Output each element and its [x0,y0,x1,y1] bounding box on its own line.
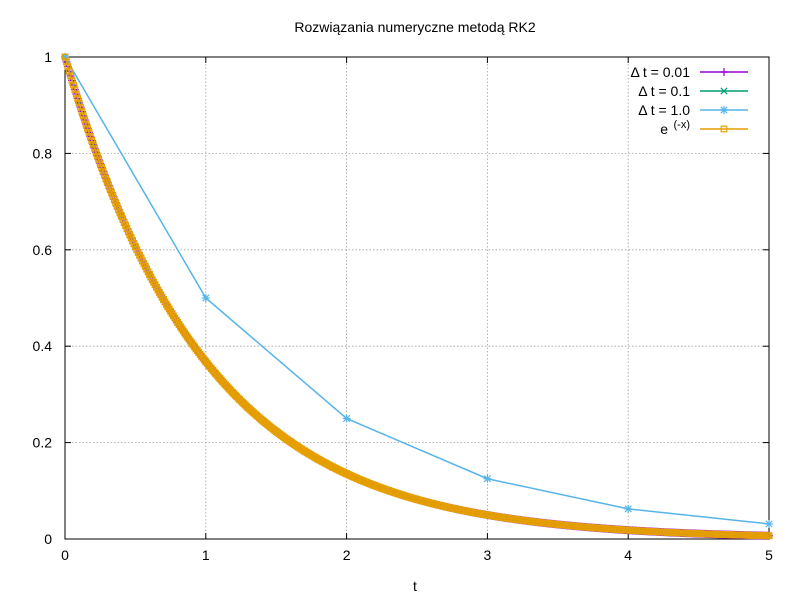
x-tick-label: 2 [343,547,351,563]
data-point [84,124,91,132]
legend-marker [720,68,728,76]
data-point [98,163,106,171]
data-point [102,174,110,182]
data-point [105,182,113,189]
data-point [68,77,76,84]
x-axis-label: t [413,578,417,594]
data-point [93,152,101,160]
data-point [65,67,73,75]
x-tick-label: 0 [61,547,69,563]
legend-label: Δ t = 0.1 [638,83,690,99]
data-point [75,99,83,107]
data-point [103,178,111,186]
data-point [61,53,69,61]
legend-marker [720,87,728,95]
y-tick-label: 0.4 [33,338,53,354]
data-point [91,144,98,152]
data-point [92,148,100,156]
x-tick-label: 4 [624,547,632,563]
data-point [99,167,107,175]
data-point [765,519,773,528]
data-point [96,160,104,168]
legend-marker [720,106,728,114]
data-point [624,504,633,513]
data-point [78,108,86,115]
data-point [72,90,80,98]
legend-label: e [660,121,668,137]
data-point [74,95,82,102]
data-point [88,137,96,144]
data-point [79,112,87,120]
data-point [108,189,115,196]
chart-title: Rozwiązania numeryczne metodą RK2 [294,19,535,35]
data-point [64,63,72,70]
y-tick-label: 0.6 [33,242,53,258]
plot-frame [64,56,770,540]
data-point [95,156,103,164]
data-point [86,132,94,140]
series-line [64,56,770,525]
data-point [109,192,117,200]
data-point [85,128,93,136]
data-point [765,532,773,540]
x-tick-label: 5 [765,547,773,563]
data-point [483,474,492,483]
data-point [63,58,70,66]
data-point [101,171,108,179]
data-point [81,116,89,124]
legend-entry: Δ t = 1.0 [638,102,748,118]
legend-entry: Δ t = 0.01 [630,64,748,80]
legend-entry: Δ t = 0.1 [638,83,748,99]
series-3 [61,53,773,540]
x-tick-label: 3 [484,547,492,563]
data-point [89,140,97,148]
data-point [201,294,210,302]
data-point [71,86,79,93]
legend-label-superscript: (-x) [674,119,691,131]
data-point [70,81,77,89]
x-tick-label: 1 [202,547,210,563]
data-point [77,103,84,111]
data-point [82,120,90,128]
y-tick-label: 1 [44,49,52,65]
y-tick-label: 0 [44,531,52,547]
legend-marker [720,125,728,133]
data-point [67,72,75,80]
data-point [342,414,351,423]
y-tick-label: 0.2 [33,435,53,451]
legend-label: Δ t = 0.01 [630,64,690,80]
series-layer [61,53,773,540]
y-tick-label: 0.8 [33,145,53,161]
legend: Δ t = 0.01 Δ t = 0.1 Δ t = 1.0 e (-x) [630,64,748,137]
data-point [106,185,114,193]
legend-label: Δ t = 1.0 [638,102,690,118]
legend-entry: e (-x) [660,119,748,137]
